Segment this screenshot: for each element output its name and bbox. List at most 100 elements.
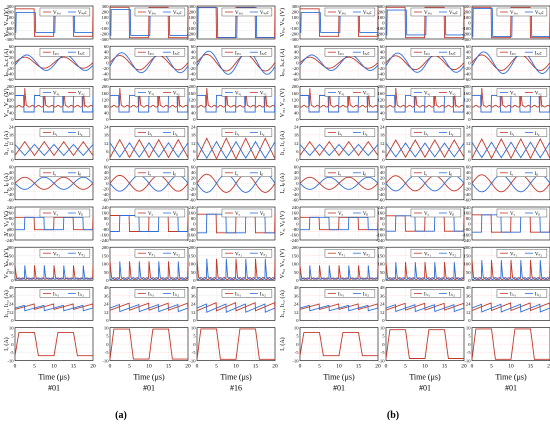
column-label: #16 <box>230 384 242 393</box>
y-tick-label: 40 <box>294 50 299 55</box>
y-tick-label: 48 <box>466 285 471 290</box>
y-tick-label: 20 <box>294 55 299 60</box>
y-tick-label: -80 <box>7 227 14 232</box>
y-tick-label: 0 <box>11 117 14 122</box>
y-tick-label: -20 <box>102 187 109 192</box>
y-axis-label: Iₐ, Iᵦ (A) <box>279 173 286 193</box>
y-tick-label: 100 <box>189 15 197 20</box>
y-tick-label: 48 <box>380 285 385 290</box>
legend-box <box>496 248 548 258</box>
y-tick-label: -200 <box>462 31 471 36</box>
legend-box <box>324 208 376 218</box>
y-tick-label: 20 <box>466 176 471 181</box>
subplot: Iₗ₁ Iₗ₂ 24 18 12 6 0 <box>191 124 276 162</box>
y-tick-label: 200 <box>102 9 110 14</box>
x-tick-label: 5 <box>404 364 407 370</box>
y-tick-label: -10 <box>189 358 196 363</box>
legend-label: Iₗ₁ <box>510 132 515 137</box>
series-line <box>299 176 379 190</box>
legend-label: Vₐ₁ <box>424 92 431 97</box>
y-tick-label: 80 <box>9 216 14 221</box>
series-line <box>471 141 550 159</box>
y-tick-label: -20 <box>189 66 196 71</box>
y-tick-label: 300 <box>464 4 472 9</box>
legend-label: Vᵦ <box>449 212 455 217</box>
series-line <box>14 140 94 157</box>
y-tick-label: 300 <box>102 4 110 9</box>
y-tick-label: 5 <box>106 334 109 339</box>
legend-box <box>324 128 376 137</box>
y-tick-label: 24 <box>104 124 109 129</box>
series-line <box>386 9 464 36</box>
y-tick-label: 100 <box>7 15 15 20</box>
y-tick-label: -20 <box>464 66 471 71</box>
y-axis-label: Vₛ₁, Vₛ₂ (V) <box>279 249 286 279</box>
y-tick-label: -60 <box>7 198 14 203</box>
legend-box <box>496 88 548 97</box>
y-tick-label: 6 <box>382 149 385 154</box>
series-line <box>472 6 550 39</box>
legend-box <box>324 48 376 57</box>
y-tick-label: 200 <box>464 245 472 250</box>
y-tick-label: 300 <box>292 4 300 9</box>
y-tick-label: 20 <box>380 176 385 181</box>
y-tick-label: 20 <box>191 176 196 181</box>
legend-label: Vₐ₁ <box>510 92 517 97</box>
y-tick-label: 5 <box>382 334 385 339</box>
y-tick-label: 100 <box>7 262 15 267</box>
legend-label: Vₐ <box>235 212 241 217</box>
y-tick-label: 0 <box>382 20 385 25</box>
legend-label: Iₐ <box>148 172 152 177</box>
y-tick-label: -20 <box>292 66 299 71</box>
legend-box <box>134 248 186 258</box>
legend-label: Vₛₑc <box>260 11 270 16</box>
y-tick-label: 160 <box>464 210 472 215</box>
y-tick-label: 24 <box>9 302 14 307</box>
y-tick-label: 160 <box>102 210 110 215</box>
y-tick-label: 40 <box>380 50 385 55</box>
series-line <box>196 328 275 360</box>
series-line <box>385 138 465 159</box>
y-tick-label: 160 <box>292 91 300 96</box>
y-axis-label: Iₒ (A) <box>279 337 286 351</box>
y-tick-label: -240 <box>462 238 471 243</box>
x-axis-label: Time (μs) <box>409 373 441 382</box>
y-tick-label: -200 <box>290 31 299 36</box>
y-tick-label: 12 <box>380 310 385 315</box>
legend-label: Iₐ <box>510 172 514 177</box>
y-tick-label: -240 <box>5 238 14 243</box>
y-tick-label: 20 <box>294 176 299 181</box>
y-tick-label: -5 <box>10 350 15 355</box>
y-tick-label: 80 <box>294 216 299 221</box>
y-tick-label: 0 <box>382 117 385 122</box>
legend-box <box>496 208 548 218</box>
y-tick-label: 200 <box>7 245 15 250</box>
subplot: 10 5 0 -5 -10 <box>7 325 94 363</box>
y-tick-label: 200 <box>292 245 300 250</box>
series-line <box>299 303 379 310</box>
y-tick-label: -60 <box>189 77 196 82</box>
x-tick-label: 5 <box>33 364 36 370</box>
legend-label: Vₛₑc <box>363 11 373 16</box>
legend-label: Iₗₒ₁ <box>148 293 154 298</box>
legend-label: Vᵦ <box>173 212 179 217</box>
legend-box <box>410 7 462 17</box>
y-axis-label: Iₗ₁, Iₗ₂ (A) <box>279 131 286 155</box>
y-tick-label: 18 <box>9 133 14 138</box>
y-tick-label: 0 <box>193 181 196 186</box>
legend-box <box>39 7 91 17</box>
legend-label: Iₐ <box>235 172 239 177</box>
series-line <box>385 52 465 73</box>
y-tick-label: 160 <box>464 91 472 96</box>
y-tick-label: 0 <box>382 221 385 226</box>
y-tick-label: 12 <box>9 310 14 315</box>
y-tick-label: 0 <box>468 61 471 66</box>
y-axis-label: Vₚᵧ, Vₛₑ (V) <box>279 8 286 37</box>
series-line <box>14 265 94 280</box>
y-tick-label: 0 <box>468 278 471 283</box>
y-tick-label: 0 <box>106 20 109 25</box>
y-tick-label: 0 <box>468 318 471 323</box>
